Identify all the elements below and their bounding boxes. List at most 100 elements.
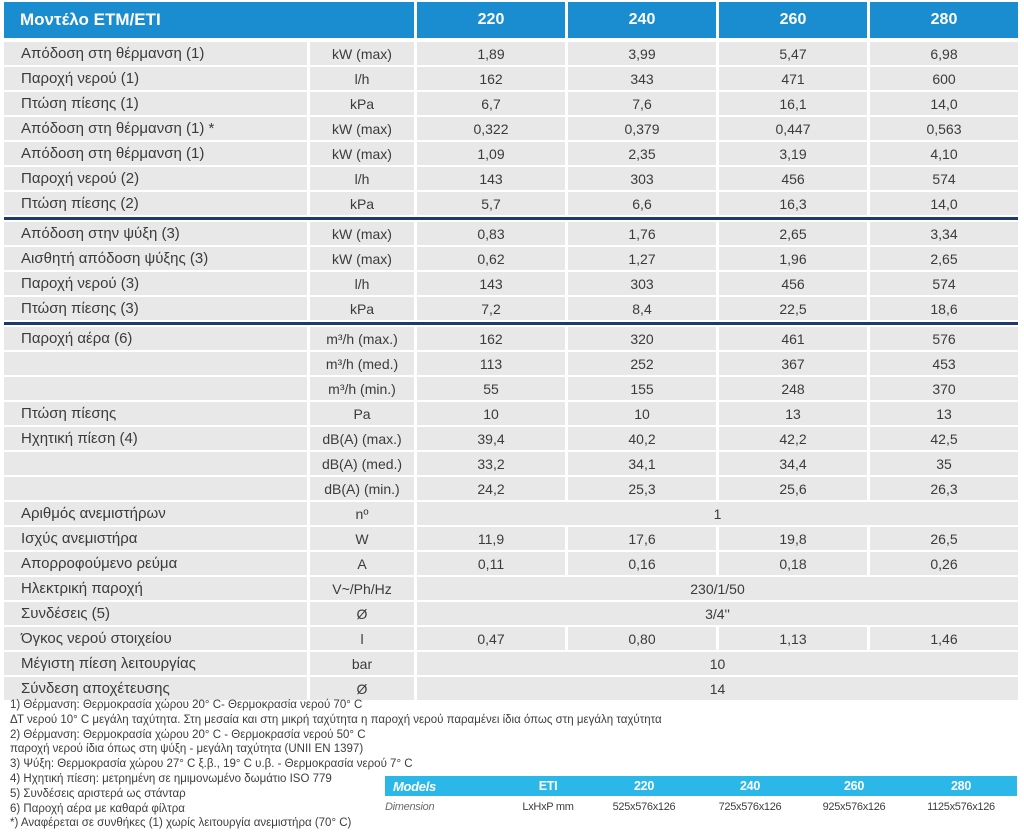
row-value: 303 [568, 167, 716, 190]
row-value: 252 [568, 352, 716, 375]
dim-header-cell: 280 [951, 779, 971, 793]
row-value: 18,6 [870, 297, 1018, 320]
row-unit: l/h [310, 272, 414, 295]
column-header-280: 280 [870, 2, 1018, 38]
row-unit: kW (max) [310, 117, 414, 140]
section-divider [4, 322, 1018, 325]
dimensions-table: Models ETI 220 240 260 280 Dimension LxHxP mm 5… [385, 776, 1017, 816]
row-value: 11,9 [417, 527, 565, 550]
row-value: 24,2 [417, 477, 565, 500]
footnote-line: παροχή νερού ίδια όπως στη ψύξη - μεγάλη… [10, 743, 364, 756]
dim-header-cell: ETI [538, 779, 558, 793]
table-row: Πτώση πίεσης (2) kPa 5,7 6,6 16,3 14,0 [4, 192, 1018, 215]
row-value: 320 [568, 327, 716, 350]
row-value: 6,98 [870, 42, 1018, 65]
table-header-row: Μοντέλο ETM/ETI 220 240 260 280 [4, 2, 1018, 38]
row-value: 14,0 [870, 192, 1018, 215]
row-value: 367 [719, 352, 867, 375]
footnote-line: 1) Θέρμανση: Θερμοκρασία χώρου 20° C- Θε… [10, 699, 363, 711]
footnote-line: 3) Ψύξη: Θερμοκρασία χώρου 27° C ξ.β., 1… [10, 758, 413, 771]
row-value: 6,6 [568, 192, 716, 215]
row-value: 5,47 [719, 42, 867, 65]
row-label [4, 477, 307, 500]
table-row: Απόδοση στην ψύξη (3) kW (max) 0,83 1,76 2,6… [4, 222, 1018, 245]
row-unit: kPa [310, 297, 414, 320]
row-unit: kW (max) [310, 247, 414, 270]
row-value: 2,65 [870, 247, 1018, 270]
row-value: 456 [719, 272, 867, 295]
row-value: 17,6 [568, 527, 716, 550]
table-row: Απόδοση στη θέρμανση (1) kW (max) 1,89 3,99… [4, 42, 1018, 65]
row-unit: l/h [310, 67, 414, 90]
row-value: 42,5 [870, 427, 1018, 450]
row-label: Παροχή νερού (1) [4, 67, 307, 90]
dim-header-cell: 240 [740, 779, 760, 793]
row-value: 1,27 [568, 247, 716, 270]
row-value: 6,7 [417, 92, 565, 115]
row-value: 1,46 [870, 627, 1018, 650]
row-label: Σύνδεση αποχέτευσης [4, 677, 307, 700]
row-value: 0,322 [417, 117, 565, 140]
column-header-260: 260 [719, 2, 867, 38]
table-row: Πτώση πίεσης (1) kPa 6,7 7,6 16,1 14,0 [4, 92, 1018, 115]
row-label: Όγκος νερού στοιχείου [4, 627, 307, 650]
row-value-merged: 1 [417, 502, 1018, 525]
table-row: Πτώση πίεσης Pa 10 10 13 13 [4, 402, 1018, 425]
row-label: Ηλεκτρική παροχή [4, 577, 307, 600]
footnote-line: 2) Θέρμανση: Θερμοκρασία χώρου 20° C - Θ… [10, 728, 366, 741]
row-unit: l/h [310, 167, 414, 190]
table-row: Απόδοση στη θέρμανση (1) kW (max) 1,09 2,35… [4, 142, 1018, 165]
row-unit: dB(A) (min.) [310, 477, 414, 500]
row-value: 162 [417, 327, 565, 350]
row-value: 5,7 [417, 192, 565, 215]
footnote-line: ΔΤ νερού 10° C μεγάλη ταχύτητα. Στη μεσα… [10, 713, 662, 726]
row-value: 14,0 [870, 92, 1018, 115]
row-unit: W [310, 527, 414, 550]
row-label: Ισχύς ανεμιστήρα [4, 527, 307, 550]
table-row: dB(A) (min.) 24,2 25,3 25,6 26,3 [4, 477, 1018, 500]
row-value: 0,80 [568, 627, 716, 650]
row-label: Απόδοση στη θέρμανση (1) [4, 142, 307, 165]
row-value: 1,13 [719, 627, 867, 650]
table-row: Απόδοση στη θέρμανση (1) * kW (max) 0,322 0… [4, 117, 1018, 140]
table-title: Μοντέλο ETM/ETI [4, 2, 414, 38]
table-row: Παροχή νερού (1) l/h 162 343 471 600 [4, 67, 1018, 90]
row-value: 574 [870, 272, 1018, 295]
dim-header-cell: Models [393, 778, 436, 794]
row-label: Απορροφούμενο ρεύμα [4, 552, 307, 575]
row-value: 143 [417, 167, 565, 190]
row-value: 0,47 [417, 627, 565, 650]
row-value: 461 [719, 327, 867, 350]
row-value: 7,2 [417, 297, 565, 320]
row-label: Πτώση πίεσης (2) [4, 192, 307, 215]
row-value-merged: 14 [417, 677, 1018, 700]
row-value: 34,1 [568, 452, 716, 475]
section-divider [4, 217, 1018, 220]
row-value: 576 [870, 327, 1018, 350]
row-unit: A [310, 552, 414, 575]
row-value: 25,3 [568, 477, 716, 500]
row-value: 26,5 [870, 527, 1018, 550]
row-value: 4,10 [870, 142, 1018, 165]
dimensions-table-header: Models ETI 220 240 260 280 [385, 776, 1017, 796]
footnote-line: 4) Ηχητική πίεση: μετρημένη σε ημιμονωμέ… [10, 772, 332, 785]
row-value: 42,2 [719, 427, 867, 450]
row-value: 34,4 [719, 452, 867, 475]
row-value: 13 [719, 402, 867, 425]
row-label: Αισθητή απόδοση ψύξης (3) [4, 247, 307, 270]
table-row: Ισχύς ανεμιστήρα W 11,9 17,6 19,8 26,5 [4, 527, 1018, 550]
row-value: 471 [719, 67, 867, 90]
table-row: Όγκος νερού στοιχείου l 0,47 0,80 1,13 1,46 [4, 627, 1018, 650]
table-body: Απόδοση στη θέρμανση (1) kW (max) 1,89 3,99… [4, 42, 1018, 700]
row-label: Παροχή αέρα (6) [4, 327, 307, 350]
row-value: 16,3 [719, 192, 867, 215]
row-unit: kPa [310, 92, 414, 115]
row-value: 0,26 [870, 552, 1018, 575]
row-value: 8,4 [568, 297, 716, 320]
dim-row-cell: 525x576x126 [612, 801, 676, 813]
row-value: 19,8 [719, 527, 867, 550]
row-unit: kW (max) [310, 42, 414, 65]
row-value: 0,62 [417, 247, 565, 270]
row-value: 22,5 [719, 297, 867, 320]
